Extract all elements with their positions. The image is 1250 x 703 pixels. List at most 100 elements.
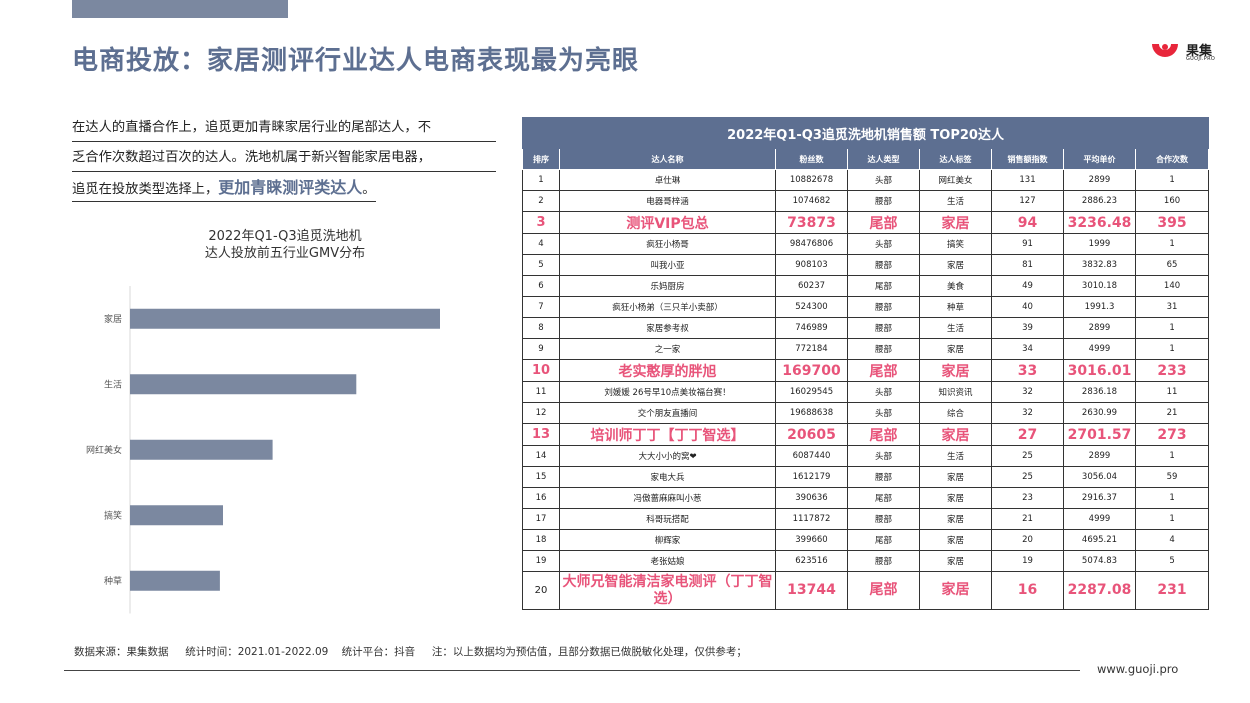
cell-index: 81 [991,254,1064,276]
cell-tag: 综合 [919,402,992,424]
table-row: 15 家电大兵 1612179 腰部 家居 25 3056.04 59 [522,466,1210,488]
cell-tag: 家居 [919,254,992,276]
intro-paragraph: 在达人的直播合作上，追觅更加青睐家居行业的尾部达人，不 乏合作次数超过百次的达人… [72,114,496,204]
table-row: 11 刘媛媛 26号早10点美妆福台赛！ 16029545 头部 知识资讯 32 2836.… [522,381,1210,403]
bar-网红美女 [130,439,273,460]
cell-tag: 家居 [919,423,992,446]
cell-tag: 家居 [919,211,992,234]
cell-name: 大师兄智能清洁家电测评（丁丁智选） [559,571,776,610]
intro-line-3: 追觅在投放类型选择上，更加青睐测评类达人。 [72,174,376,202]
cell-rank: 16 [522,487,560,509]
cell-name: 卓仕琳 [559,169,776,191]
cell-price: 2899 [1063,445,1136,467]
chart-subtitle: 达人投放前五行业GMV分布 [204,246,366,261]
cell-name: 培训师丁丁【丁丁智选】 [559,423,776,446]
logo-name: 果集 [1186,44,1213,59]
cell-index: 27 [991,423,1064,446]
cell-name: 冯傲蔷麻麻叫小葱 [559,487,776,509]
cell-price: 2836.18 [1063,381,1136,403]
cell-type: 腰部 [847,317,920,339]
cell-name: 电器哥梓涵 [559,190,776,212]
table-row: 5 叫我小亚 908103 腰部 家居 81 3832.83 65 [522,254,1210,276]
column-header: 达人标签 [919,148,992,170]
cell-tag: 家居 [919,487,992,509]
cell-index: 49 [991,275,1064,297]
cell-coop: 1 [1134,317,1210,339]
table-row: 1 卓仕琳 10882678 头部 网红美女 131 2899 1 [522,169,1210,191]
category-label: 网红美女 [86,444,122,456]
cell-price: 2701.57 [1063,423,1136,446]
column-header: 达人类型 [847,148,920,170]
brand-logo: 果集 GUOJI.PRO [1150,38,1220,68]
cell-type: 尾部 [847,275,920,297]
table-row: 4 疯狂小杨哥 98476806 头部 搞笑 91 1999 1 [522,233,1210,255]
column-header: 销售额指数 [991,148,1064,170]
cell-index: 32 [991,402,1064,424]
cell-type: 腰部 [847,508,920,530]
cell-rank: 18 [522,529,560,551]
cell-price: 2899 [1063,317,1136,339]
cell-tag: 家居 [919,338,992,360]
category-label: 搞笑 [104,509,122,521]
cell-fans: 98476806 [775,233,848,255]
cell-tag: 家居 [919,550,992,572]
cell-coop: 1 [1134,508,1210,530]
cell-fans: 169700 [775,359,848,382]
intro-line-3-text: 追觅在投放类型选择上， [72,182,219,197]
cell-type: 头部 [847,169,920,191]
table-row: 13 培训师丁丁【丁丁智选】 20605 尾部 家居 27 2701.57 273 [522,423,1210,446]
cell-tag: 生活 [919,190,992,212]
cell-type: 头部 [847,381,920,403]
table-header-row: 排序 达人名称 粉丝数 达人类型 达人标签 销售额指数 平均单价 合作次数 [522,148,1210,170]
cell-index: 39 [991,317,1064,339]
cell-tag: 家居 [919,529,992,551]
category-label: 家居 [104,313,122,325]
top20-table: 2022年Q1-Q3追觅洗地机销售额 TOP20达人 排序 达人名称 粉丝数 达人类型… [521,117,1210,610]
cell-rank: 1 [522,169,560,191]
cell-price: 3056.04 [1063,466,1136,488]
cell-rank: 17 [522,508,560,530]
cell-tag: 知识资讯 [919,381,992,403]
cell-name: 测评VIP包总 [559,211,776,234]
cell-rank: 3 [522,211,560,234]
cell-index: 40 [991,296,1064,318]
table-row: 19 老张姑娘 623516 腰部 家居 19 5074.83 5 [522,550,1210,572]
cell-coop: 59 [1134,466,1210,488]
column-header: 平均单价 [1063,148,1136,170]
cell-type: 尾部 [847,423,920,446]
cell-index: 34 [991,338,1064,360]
cell-fans: 10882678 [775,169,848,191]
cell-rank: 20 [522,571,560,610]
cell-rank: 10 [522,359,560,382]
cell-coop: 395 [1134,211,1210,234]
table-row: 18 柳辉家 399660 尾部 家居 20 4695.21 4 [522,529,1210,551]
table-row: 9 之一家 772184 腰部 家居 34 4999 1 [522,338,1210,360]
table-row: 12 交个朋友直播间 19688638 头部 综合 32 2630.99 21 [522,402,1210,424]
cell-rank: 15 [522,466,560,488]
cell-coop: 231 [1134,571,1210,610]
cell-tag: 家居 [919,359,992,382]
table-row: 17 科哥玩搭配 1117872 腰部 家居 21 4999 1 [522,508,1210,530]
cell-index: 131 [991,169,1064,191]
cell-tag: 网红美女 [919,169,992,191]
cell-type: 尾部 [847,359,920,382]
cell-price: 1991.3 [1063,296,1136,318]
column-header: 粉丝数 [775,148,848,170]
column-header: 合作次数 [1134,148,1210,170]
cell-index: 21 [991,508,1064,530]
cell-name: 疯狂小杨哥 [559,233,776,255]
cell-price: 2287.08 [1063,571,1136,610]
table-row: 7 疯狂小杨弟（三只羊小卖部） 524300 腰部 种草 40 1991.3 31 [522,296,1210,318]
category-label: 生活 [104,378,122,390]
cell-coop: 1 [1134,169,1210,191]
chart-title-block: 2022年Q1-Q3追觅洗地机 达人投放前五行业GMV分布 [120,228,450,262]
cell-tag: 搞笑 [919,233,992,255]
cell-coop: 31 [1134,296,1210,318]
cell-index: 16 [991,571,1064,610]
table-row: 6 乐妈厨房 60237 尾部 美食 49 3010.18 140 [522,275,1210,297]
cell-rank: 19 [522,550,560,572]
intro-line-2: 乏合作次数超过百次的达人。洗地机属于新兴智能家居电器， [72,144,496,172]
cell-name: 家电大兵 [559,466,776,488]
cell-coop: 1 [1134,487,1210,509]
cell-type: 尾部 [847,529,920,551]
